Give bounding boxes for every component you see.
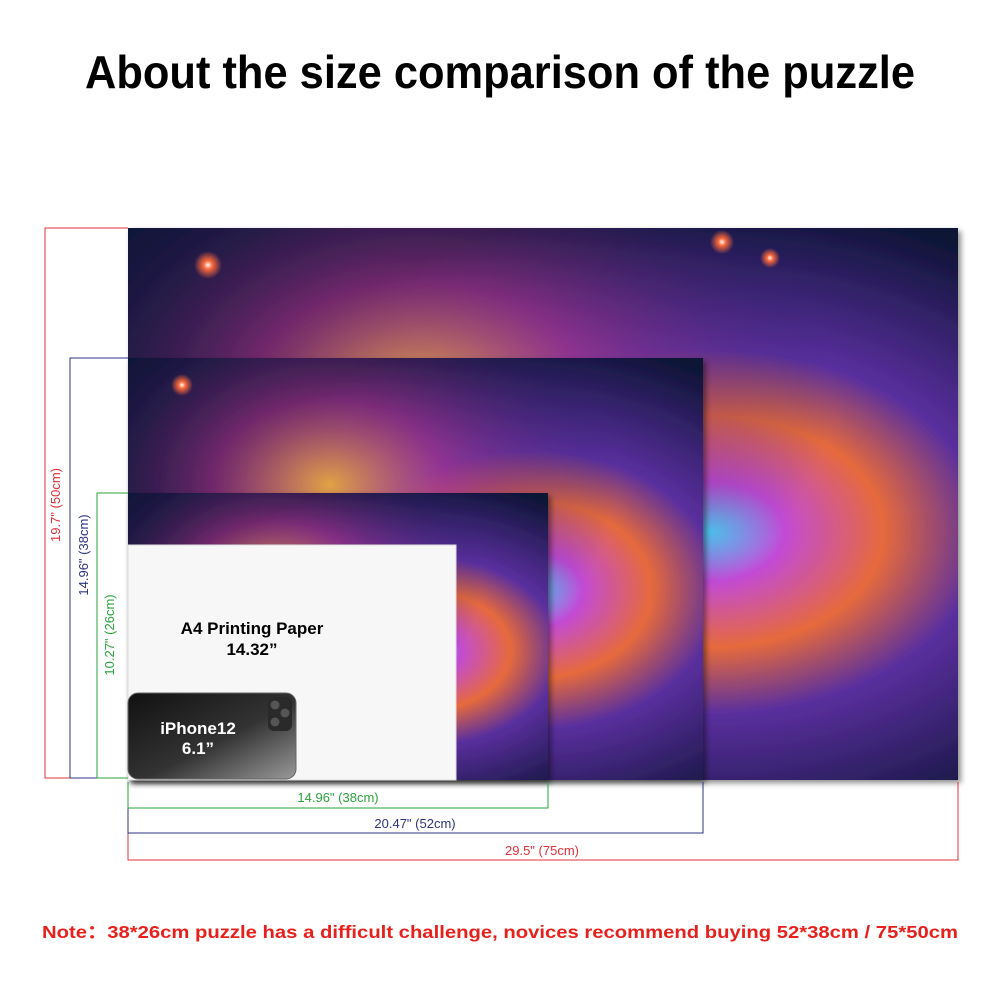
title: About the size comparison of the puzzle	[85, 46, 915, 98]
height-label: 10.27" (26cm)	[102, 594, 117, 675]
height-label: 19.7" (50cm)	[48, 468, 63, 542]
height-lines	[44, 227, 128, 779]
width-label: 29.5" (75cm)	[505, 843, 579, 858]
iphone-size: 6.1”	[182, 739, 214, 758]
note: Note：38*26cm puzzle has a difficult chal…	[42, 922, 958, 942]
a4-label: A4 Printing Paper	[181, 619, 324, 638]
width-label: 20.47" (52cm)	[374, 816, 455, 831]
iphone-label: iPhone12	[160, 719, 236, 738]
height-label: 14.96" (38cm)	[76, 514, 91, 595]
width-lines	[127, 782, 959, 861]
width-label: 14.96" (38cm)	[297, 790, 378, 805]
a4-size: 14.32”	[226, 640, 277, 659]
iphone	[127, 692, 297, 780]
